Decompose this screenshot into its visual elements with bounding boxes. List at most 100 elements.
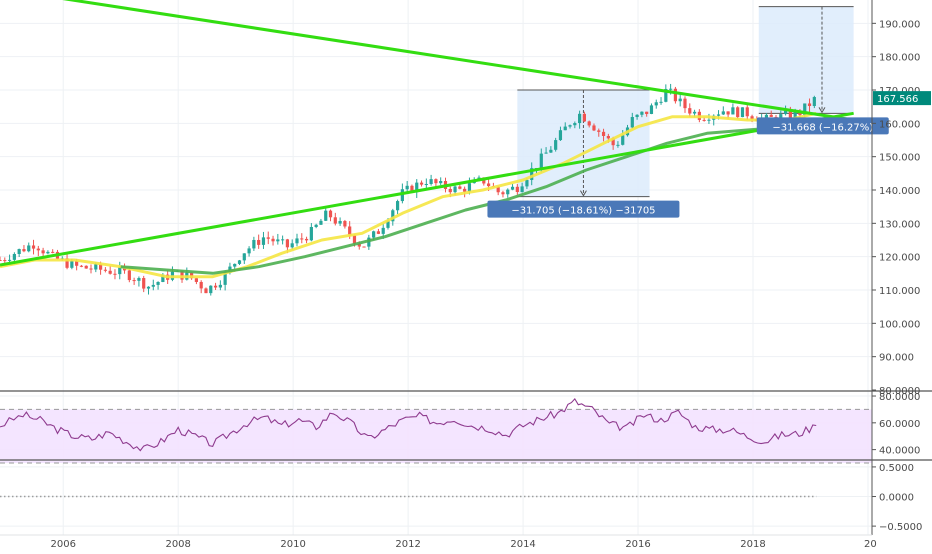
time-axis-label: 2018 [740,539,765,550]
candle-body [434,179,438,184]
candle-body [118,267,122,275]
candle-body [146,286,151,289]
candle-body [410,185,414,193]
candle-body [22,249,26,252]
candle-body [783,110,788,115]
candle-body [70,261,74,268]
candle-body [563,126,567,131]
price-axis-label: 100.000 [879,319,920,330]
time-axis-label: 2012 [395,539,420,550]
candle-body [415,182,419,193]
candle-body [309,226,313,241]
candle-body [520,186,524,192]
candle-body [716,114,721,116]
measurement-arrow-head [580,190,587,197]
candle-body [496,186,500,193]
price-axis-label: 190.000 [879,19,920,30]
price-axis-label: 120.000 [879,253,920,264]
candle-body [400,189,404,202]
candle-body [731,107,735,115]
candle-body [0,260,2,261]
candle-body [94,264,98,270]
candle-body [788,110,792,119]
candle-body [439,181,443,184]
candle-body [213,285,218,288]
candle-body [199,281,203,289]
candle-body [113,273,117,275]
candle-body [597,130,601,132]
candle-body [242,253,246,261]
candle-body [352,235,357,244]
candle-body [750,116,754,120]
candle-body [740,107,745,118]
candle-body [290,243,294,248]
candle-body [578,113,582,124]
candle-body [530,168,534,180]
candle-body [304,238,309,241]
last-price-tag: 167.566 [873,91,931,106]
candle-body [582,113,586,122]
candle-body [424,184,428,186]
osc-axis-label: 0.5000 [879,463,914,474]
last-price-bg [873,91,931,106]
candle-body [31,245,36,249]
candle-body [702,119,706,121]
candle-body [348,226,352,236]
candle-body [573,123,577,126]
candle-body [764,114,769,119]
candle-body [357,243,361,247]
candle-body [688,108,692,114]
candle-body [295,238,299,244]
candle-body [271,238,275,242]
candle-body [127,270,131,281]
price-axis-label: 150.000 [879,153,920,164]
candle-body [568,125,572,127]
candle-body [132,280,136,282]
candle-body [276,239,280,242]
candle-body [142,278,146,289]
candle-body [640,111,644,115]
moving-average-line [0,111,817,279]
rsi-band [0,409,872,464]
time-axis-label: 20 [864,539,877,550]
candle-body [362,246,366,248]
osc-axis-label: 0.0000 [879,493,914,504]
candle-body [635,114,639,118]
candle-body [601,131,606,136]
candle-body [281,239,285,241]
candle-body [103,269,107,271]
candle-body [266,237,270,239]
candle-body [324,210,328,221]
candle-body [372,231,376,238]
candle-body [683,98,687,109]
candle-body [544,152,548,154]
candle-body [209,285,213,294]
candle-body [285,239,290,248]
candle-body [12,254,16,260]
candle-body [65,258,69,268]
candle-body [726,111,730,115]
candle-body [645,111,649,114]
candle-body [803,103,807,116]
measurement-label: −31.705 (−18.61%) −31705 [511,206,655,217]
candle-body [463,188,467,192]
candle-body [343,221,347,227]
candle-body [616,144,620,146]
candle-body [89,268,93,270]
candle-body [812,97,816,107]
candle-body [664,88,668,102]
candle-body [257,239,261,245]
candle-body [261,237,266,245]
candle-body [419,182,424,185]
candle-body [630,117,634,128]
candle-body [592,125,596,131]
candle-body [510,186,515,190]
candle-body [453,186,457,193]
candle-body [673,88,678,102]
candle-body [745,107,749,117]
candle-body [386,221,390,228]
trendline [62,0,854,122]
candle-body [769,114,773,117]
